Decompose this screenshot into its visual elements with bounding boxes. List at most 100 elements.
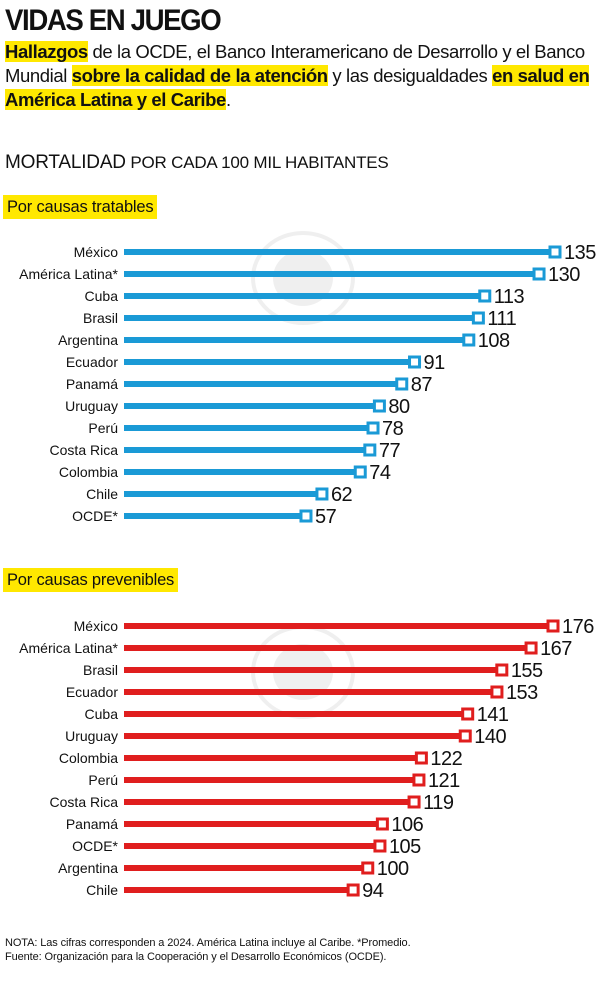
value-label: 176 — [562, 616, 594, 638]
category-label: Cuba — [85, 706, 119, 722]
bar-end-marker — [462, 333, 476, 347]
bar-end-marker — [373, 839, 387, 853]
bar — [124, 623, 553, 629]
bar-end-marker — [361, 861, 375, 875]
bar-end-marker — [299, 509, 313, 523]
value-label: 77 — [379, 440, 401, 462]
bar — [124, 711, 468, 717]
subtitle-main: MORTALIDAD — [5, 152, 126, 173]
category-label: Perú — [88, 420, 118, 436]
category-label: América Latina* — [19, 640, 118, 656]
bar — [124, 249, 555, 255]
value-label: 167 — [540, 638, 572, 660]
bar — [124, 799, 415, 805]
value-label: 141 — [477, 704, 509, 726]
value-label: 87 — [411, 374, 433, 396]
bar — [124, 667, 502, 673]
lead-segment: y las desigualdades — [327, 65, 493, 86]
category-label: Argentina — [58, 860, 118, 876]
category-label: México — [74, 244, 119, 260]
bar-end-marker — [546, 619, 560, 633]
category-label: Panamá — [66, 376, 118, 392]
chart-subtitle: MORTALIDAD POR CADA 100 MIL HABITANTES — [5, 152, 389, 174]
value-label: 153 — [506, 682, 538, 704]
bar-end-marker — [478, 289, 492, 303]
bar — [124, 865, 368, 871]
bar-end-marker — [524, 641, 538, 655]
bar-end-marker — [346, 883, 360, 897]
value-label: 80 — [388, 396, 410, 418]
category-label: Ecuador — [66, 354, 118, 370]
value-label: 78 — [382, 418, 404, 440]
bar — [124, 381, 402, 387]
category-label: Brasil — [83, 310, 118, 326]
bar — [124, 733, 466, 739]
bar-end-marker — [471, 311, 485, 325]
value-label: 130 — [548, 264, 580, 286]
bar-end-marker — [548, 245, 562, 259]
lead-segment: . — [225, 89, 231, 110]
category-label: Cuba — [85, 288, 119, 304]
category-label: Costa Rica — [50, 442, 119, 458]
bar-end-marker — [375, 817, 389, 831]
bar — [124, 887, 354, 893]
bar — [124, 469, 361, 475]
category-label: Uruguay — [65, 398, 118, 414]
value-label: 119 — [423, 792, 454, 814]
category-label: Costa Rica — [50, 794, 119, 810]
subtitle-rest: POR CADA 100 MIL HABITANTES — [125, 153, 389, 172]
bar — [124, 425, 374, 431]
bar-end-marker — [395, 377, 409, 391]
bar — [124, 843, 380, 849]
source-text: Fuente: Organización para la Cooperación… — [5, 951, 387, 963]
lead-segment: de la OCDE, el Banco Interamericano de D… — [5, 41, 585, 86]
value-label: 122 — [430, 748, 462, 770]
bar-end-marker — [407, 795, 421, 809]
bar — [124, 777, 419, 783]
category-label: Perú — [88, 772, 118, 788]
bar — [124, 359, 415, 365]
lead-highlight: sobre la calidad de la atención — [71, 65, 328, 86]
treatable-bar-chart: México 135 América Latina* 130 Cuba 113 Brasil… — [19, 242, 597, 528]
value-label: 135 — [564, 242, 596, 264]
lead-text: Hallazgos de la OCDE, el Banco Interamer… — [5, 40, 595, 112]
bar-end-marker — [532, 267, 546, 281]
footnotes: NOTA: Las cifras corresponden a 2024. Am… — [5, 936, 411, 964]
category-label: Chile — [86, 486, 118, 502]
preventable-bar-chart: México 176 América Latina* 167 Brasil 155 Ecua… — [19, 616, 595, 902]
bar-end-marker — [353, 465, 367, 479]
bar — [124, 645, 532, 651]
category-label: Ecuador — [66, 684, 118, 700]
value-label: 100 — [377, 858, 409, 880]
category-label: Argentina — [58, 332, 118, 348]
bar — [124, 315, 479, 321]
category-label: OCDE* — [72, 508, 118, 524]
category-label: Colombia — [59, 750, 118, 766]
bar-end-marker — [490, 685, 504, 699]
lead-highlight: Hallazgos — [5, 41, 88, 62]
value-label: 105 — [389, 836, 421, 858]
value-label: 57 — [315, 506, 337, 528]
bar-end-marker — [363, 443, 377, 457]
value-label: 113 — [494, 286, 525, 308]
bar — [124, 447, 370, 453]
page-title: VIDAS EN JUEGO — [5, 4, 222, 37]
bar-end-marker — [372, 399, 386, 413]
bar-end-marker — [408, 355, 422, 369]
preventable-section-label: Por causas prevenibles — [3, 568, 179, 592]
bar — [124, 337, 469, 343]
bar-end-marker — [315, 487, 329, 501]
category-label: Uruguay — [65, 728, 118, 744]
value-label: 155 — [511, 660, 543, 682]
bar-end-marker — [461, 707, 475, 721]
value-label: 106 — [391, 814, 423, 836]
value-label: 111 — [487, 308, 516, 330]
bar — [124, 689, 497, 695]
value-label: 62 — [331, 484, 353, 506]
bar — [124, 755, 422, 761]
bar — [124, 293, 485, 299]
note-text: NOTA: Las cifras corresponden a 2024. Am… — [5, 937, 411, 949]
category-label: Brasil — [83, 662, 118, 678]
bar-end-marker — [412, 773, 426, 787]
value-label: 74 — [369, 462, 391, 484]
